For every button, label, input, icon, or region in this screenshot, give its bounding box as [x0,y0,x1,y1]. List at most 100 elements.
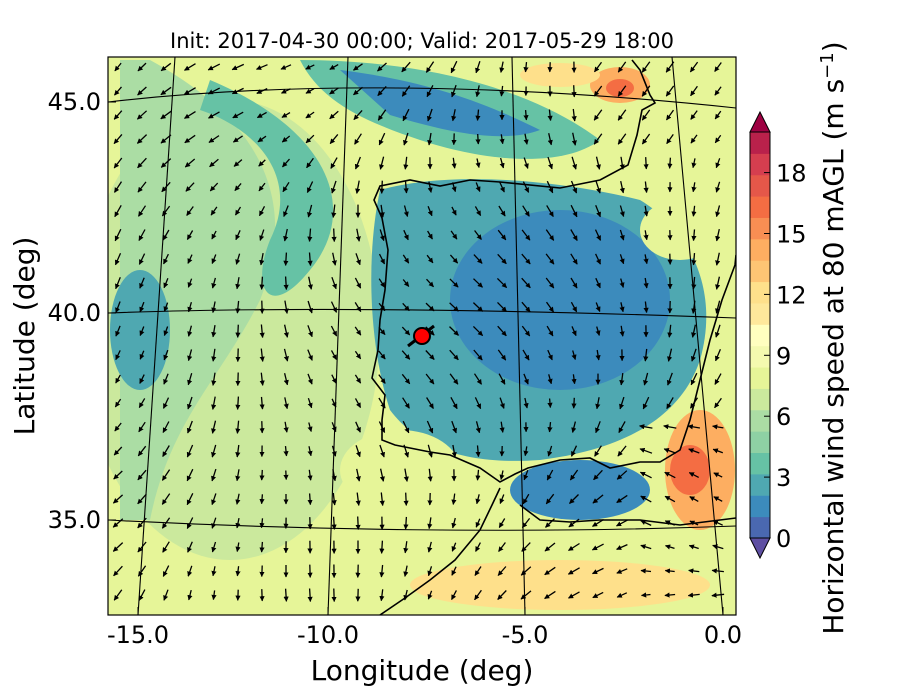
wind-vector-arrow [689,61,699,73]
wind-vector-arrow [331,445,337,457]
colorbar-segment [750,132,770,154]
wind-vector-arrow [715,228,721,242]
wind-vector-arrow [162,229,170,241]
wind-vector-arrow [568,591,580,599]
wind-vector-arrow [379,589,385,602]
wind-vector-arrow [235,277,241,290]
wind-vector-arrow [523,157,529,169]
wind-vector-arrow [690,348,697,362]
wind-vector-arrow [402,302,410,312]
wind-vector-arrow [619,205,625,217]
wind-vector-arrow [283,228,289,242]
wind-vector-arrow [137,445,147,457]
wind-vector-arrow [231,63,245,71]
wind-vector-arrow [114,398,122,408]
wind-vector-arrow [547,109,553,122]
y-axis-ticks: 45.0 40.0 35.0 [48,88,116,534]
wind-vector-arrow [714,110,722,120]
y-tick-label-45: 45.0 [48,88,101,116]
wind-vector-arrow [283,252,289,266]
iberia-center-low [450,210,670,390]
wind-vector-arrow [711,592,725,598]
wind-vector-arrow [160,86,172,96]
wind-vector-arrow [664,495,676,503]
wind-vector-arrow [451,566,457,576]
wind-vector-arrow [401,350,411,360]
wind-vector-arrow [257,135,267,143]
wind-vector-arrow [307,469,313,481]
wind-vector-arrow [666,134,674,145]
wind-vector-arrow [211,348,217,362]
colorbar-segment [750,260,770,283]
wind-vector-arrow [427,468,433,482]
wind-vector-arrow [568,542,580,552]
wind-vector-arrow [331,398,337,408]
wind-vector-arrow [691,182,697,193]
colorbar-tick-label: 6 [776,403,791,431]
wind-vector-arrow [595,302,601,312]
wind-vector-arrow [547,398,553,409]
wind-vector-arrow [641,61,651,73]
colorbar-segment [750,174,770,197]
wind-vector-arrow [665,85,675,97]
wind-vector-arrow [616,494,628,504]
wind-vector-arrow [666,372,673,386]
wind-vector-arrow [546,205,554,218]
wind-vector-arrow [258,182,266,192]
wind-vector-arrow [522,205,530,217]
wind-vector-arrow [307,325,313,338]
wind-vector-arrow [427,541,433,553]
wind-vector-arrow [499,85,505,97]
wind-vector-arrow [160,134,172,144]
wind-vector-arrow [113,157,123,169]
wind-vector-arrow [235,469,241,482]
colorbar-segment [750,431,770,454]
wind-vector-arrow [162,397,170,409]
wind-vector-arrow [571,132,577,146]
wind-vector-arrow [137,541,147,553]
wind-vector-arrow [714,86,722,96]
wind-vector-arrow [473,373,483,385]
wind-vector-arrow [307,397,313,409]
meridian-minus5 [511,57,526,615]
wind-vector-arrow [545,253,555,265]
wind-vector-arrow [571,108,577,122]
colorbar-label-text: Horizontal wind speed at 80 mAGL [817,149,850,635]
wind-vector-arrow [403,565,409,577]
wind-vector-arrow [713,472,723,478]
wind-speed-field [108,60,735,610]
wind-vector-arrow [233,159,243,167]
wind-vector-arrow [307,204,313,218]
wind-vector-arrow [355,228,361,242]
wind-vector-arrow [208,111,220,119]
wind-vector-arrow [595,277,601,289]
wind-vector-arrow [711,568,724,574]
wind-vector-arrow [619,156,625,170]
meridian-minus15 [137,57,176,615]
wind-vector-arrow [475,494,481,505]
wind-vector-arrow [593,133,603,145]
wind-vector-arrow [401,373,411,385]
se-spain-peak [670,445,710,495]
wind-vector-arrow [619,396,625,410]
wind-vector-arrow [450,60,458,74]
wind-vector-arrow [616,568,628,574]
wind-vector-arrow [137,493,147,505]
wind-vector-arrow [546,325,554,337]
wind-vector-arrow [713,496,723,502]
wind-vector-arrow [473,254,483,264]
wind-vector-arrow [571,397,577,409]
atlantic-low-band [200,80,334,296]
wind-vector-arrow [403,468,409,482]
colorbar-frame [749,131,771,539]
wind-vector-arrow [523,469,529,481]
wind-vector-arrow [449,278,459,288]
wind-vector-arrow [640,568,652,574]
wind-vector-arrow [211,493,217,506]
wind-vector-arrow [137,469,147,481]
wind-vector-arrow [379,180,385,194]
wind-vector-arrow [162,445,170,457]
wind-vector-arrow [211,420,217,434]
wind-vector-arrow [207,87,220,95]
wind-vector-arrow [161,469,171,481]
